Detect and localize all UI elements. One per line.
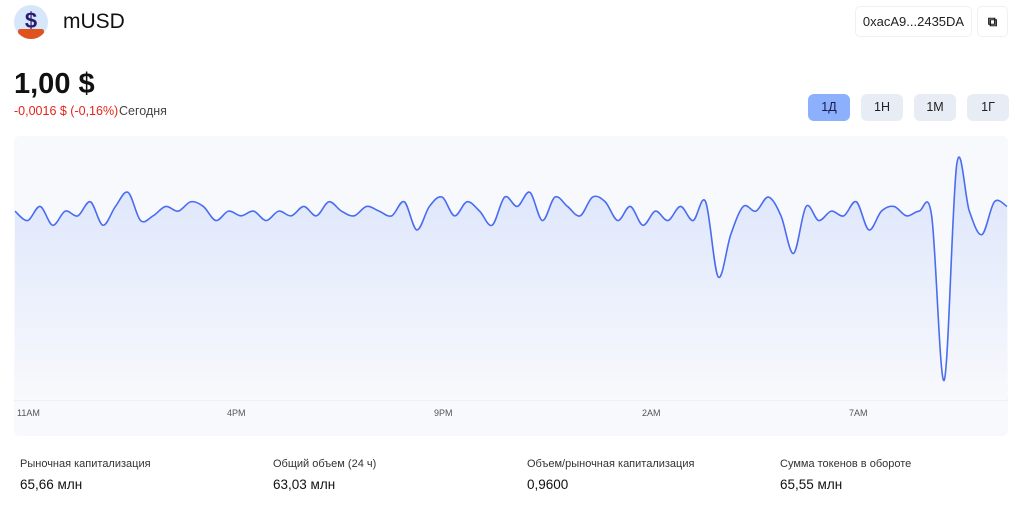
- price-area: [15, 157, 1007, 400]
- stat-value: 65,55 млн: [780, 477, 843, 492]
- timeframe-tabs: 1Д 1Н 1М 1Г: [808, 94, 1009, 121]
- stat-label: Общий объем (24 ч): [273, 458, 377, 470]
- stat-label: Рыночная капитализация: [20, 458, 151, 470]
- token-logo: $: [14, 5, 48, 39]
- token-price: 1,00 $: [14, 68, 95, 100]
- period-label: Сегодня: [119, 104, 167, 118]
- copy-icon[interactable]: ⧉: [977, 6, 1008, 37]
- stat-volume-mcap: Объем/рыночная капитализация 0,9600: [527, 458, 694, 492]
- token-name: mUSD: [63, 10, 125, 33]
- price-chart[interactable]: [14, 136, 1008, 436]
- x-tick: 11AM: [17, 408, 40, 418]
- price-change: -0,0016 $ (-0,16%): [14, 104, 119, 118]
- stat-value: 65,66 млн: [20, 477, 83, 492]
- stat-label: Сумма токенов в обороте: [780, 458, 912, 470]
- stat-volume: Общий объем (24 ч) 63,03 млн: [273, 458, 376, 492]
- stat-circulating: Сумма токенов в обороте 65,55 млн: [780, 458, 911, 492]
- contract-address[interactable]: 0xacA9...2435DA: [855, 6, 972, 37]
- x-tick: 9PM: [434, 408, 453, 418]
- stat-value: 0,9600: [527, 477, 569, 492]
- tab-1y[interactable]: 1Г: [967, 94, 1009, 121]
- tab-1w[interactable]: 1Н: [861, 94, 903, 121]
- price-chart-svg: [14, 156, 1008, 401]
- x-tick: 4PM: [227, 408, 246, 418]
- x-tick: 2AM: [642, 408, 661, 418]
- tab-1m[interactable]: 1М: [914, 94, 956, 121]
- x-tick: 7AM: [849, 408, 868, 418]
- stat-label: Объем/рыночная капитализация: [527, 458, 695, 470]
- stat-market-cap: Рыночная капитализация 65,66 млн: [20, 458, 151, 492]
- tab-1d[interactable]: 1Д: [808, 94, 850, 121]
- price-line: [14, 156, 1008, 382]
- stat-value: 63,03 млн: [273, 477, 336, 492]
